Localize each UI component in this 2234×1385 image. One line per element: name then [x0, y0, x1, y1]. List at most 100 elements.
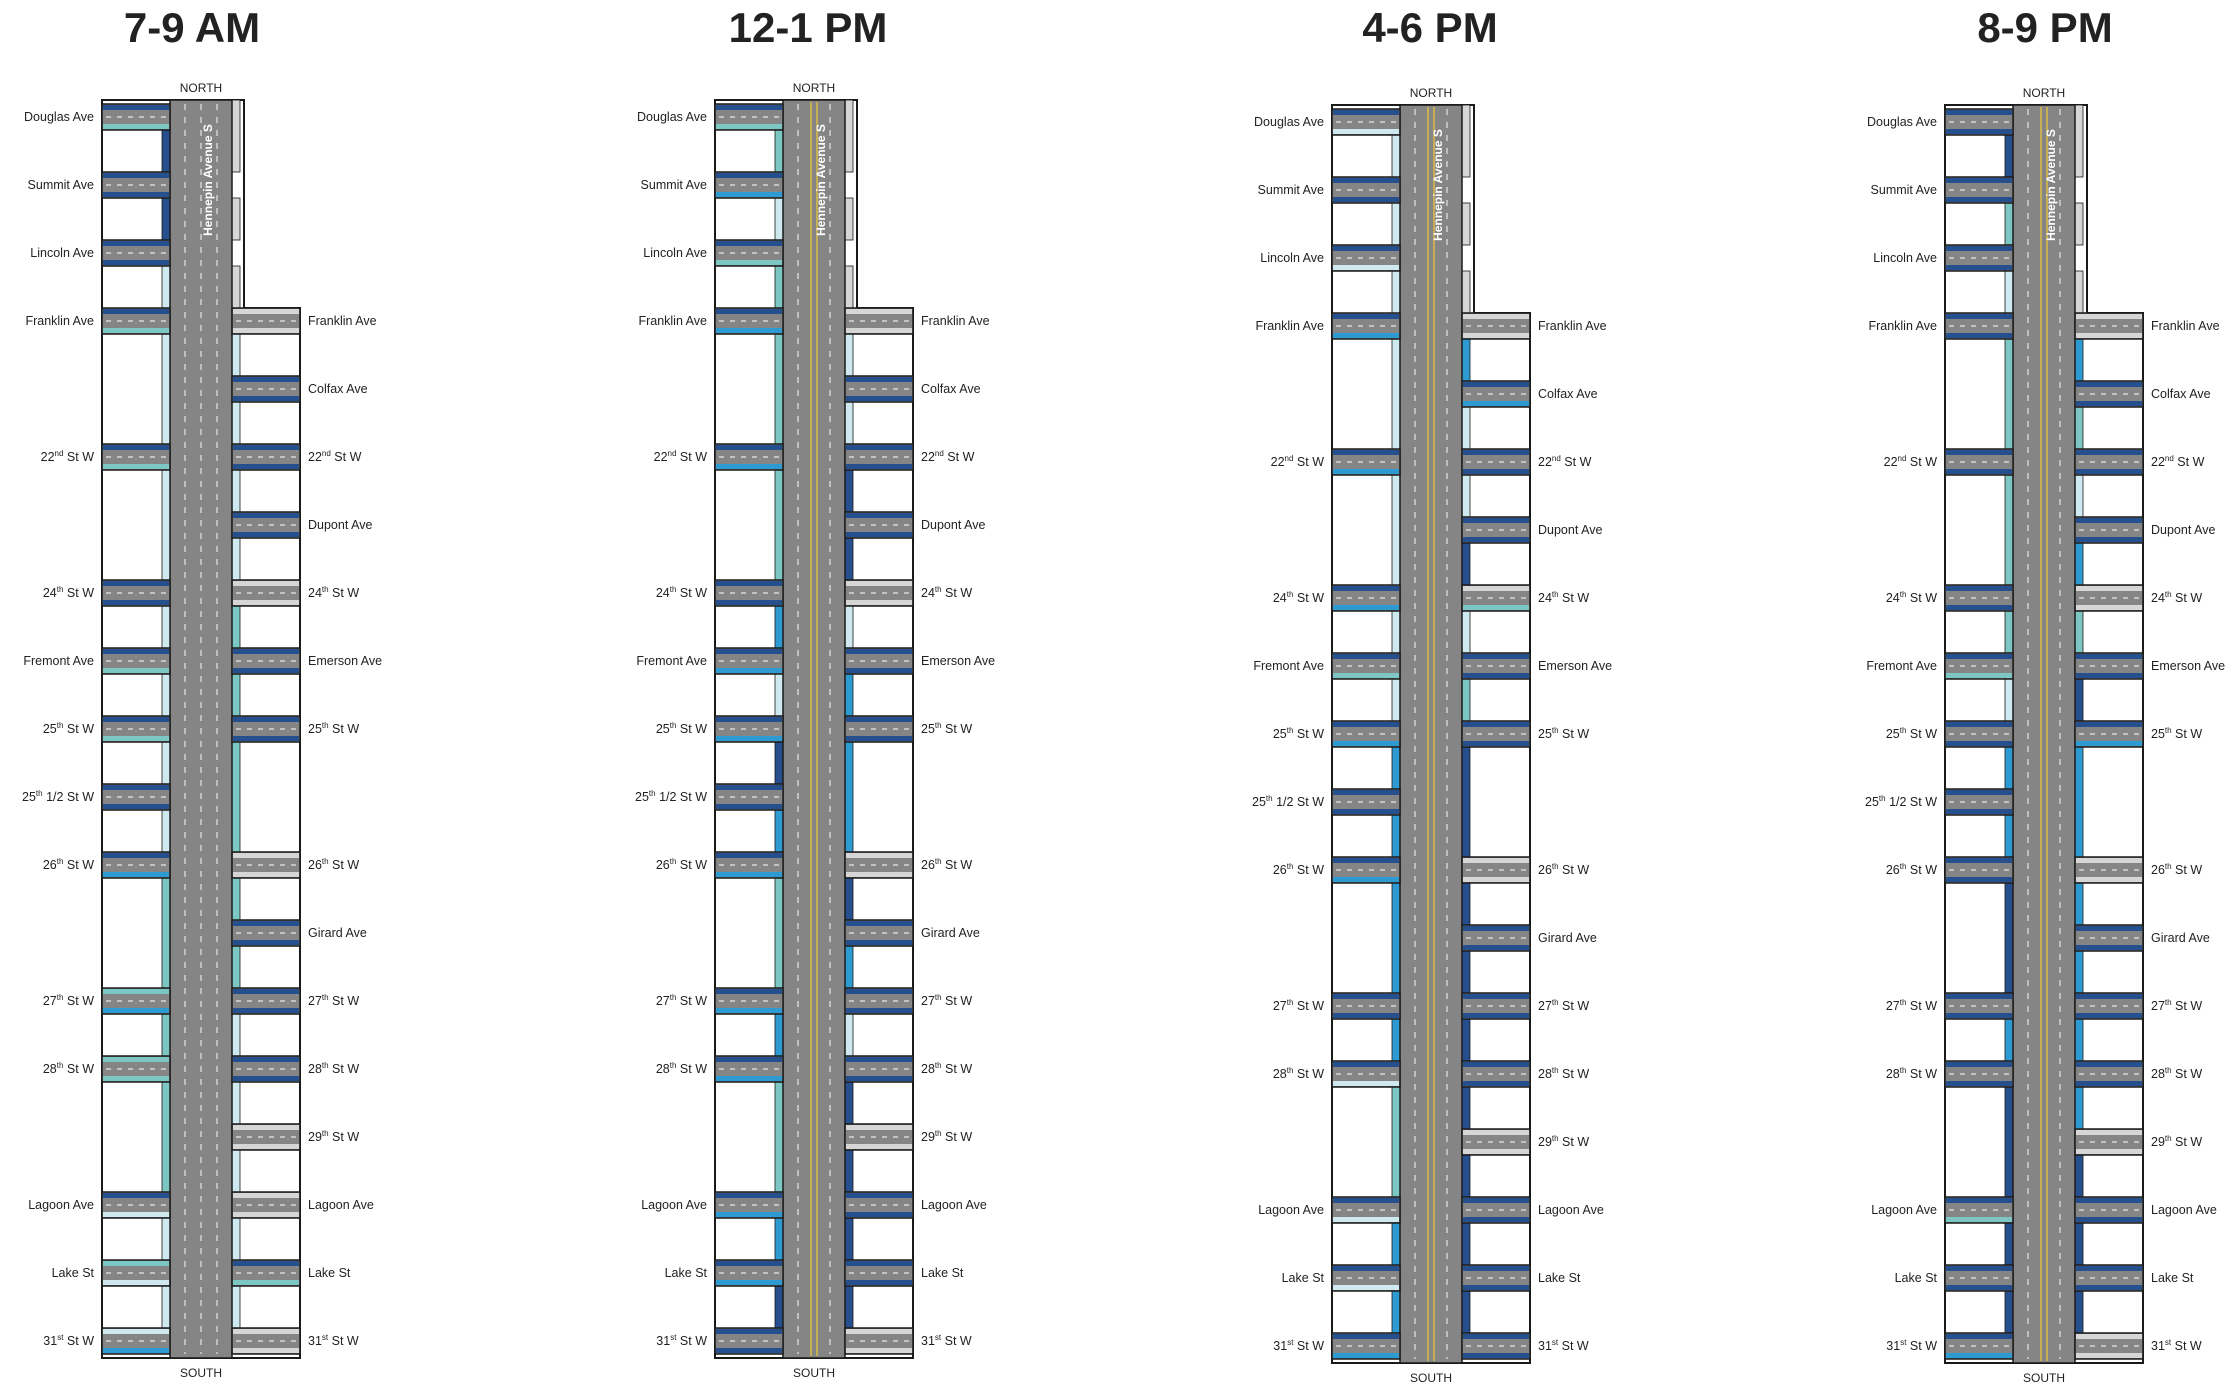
condition-bar-top	[846, 377, 912, 382]
condition-bar-bottom	[233, 1348, 299, 1353]
corridor-east-segment	[844, 741, 854, 853]
condition-bar-bottom	[1333, 1081, 1399, 1086]
east-street-label: 31st St W	[921, 1333, 972, 1348]
corridor-west-segment	[161, 741, 171, 785]
west-street-label: Lagoon Ave	[641, 1198, 707, 1212]
west-cross-street	[1944, 1196, 2014, 1224]
west-cross-street	[101, 443, 171, 471]
west-street-label: 25th St W	[43, 721, 94, 736]
west-cross-street	[1331, 108, 1401, 136]
east-street-label: Girard Ave	[308, 926, 367, 940]
corridor-east-segment	[2074, 882, 2084, 926]
condition-bar-bottom	[103, 872, 169, 877]
east-street-label: 25th St W	[1538, 726, 1589, 741]
panel-title: 7-9 AM	[123, 4, 261, 51]
west-cross-street	[101, 307, 171, 335]
east-street-label: 24th St W	[308, 585, 359, 600]
east-cross-street	[2074, 516, 2144, 544]
condition-bar-bottom	[846, 1348, 912, 1353]
condition-bar-top	[233, 989, 299, 994]
condition-bar-bottom	[716, 804, 782, 809]
condition-bar-bottom	[846, 1144, 912, 1149]
corridor-west-segment	[1391, 338, 1401, 450]
west-street-label: 22nd St W	[41, 449, 95, 464]
condition-bar-bottom	[233, 1008, 299, 1013]
condition-bar-bottom	[233, 396, 299, 401]
corridor-road	[782, 99, 846, 1359]
east-street-label: 28th St W	[308, 1061, 359, 1076]
condition-bar-top	[2076, 382, 2142, 387]
condition-bar-top	[103, 241, 169, 246]
condition-bar-top	[2076, 1266, 2142, 1271]
corridor-east-segment	[1461, 338, 1471, 382]
west-street-label: 26th St W	[43, 857, 94, 872]
east-cross-street	[2074, 1196, 2144, 1224]
east-street-label: 22nd St W	[921, 449, 975, 464]
west-street-label: Lake St	[1282, 1271, 1325, 1285]
east-cross-street	[2074, 652, 2144, 680]
condition-bar-bottom	[103, 1280, 169, 1285]
east-cross-street	[231, 851, 301, 879]
condition-bar-bottom	[1463, 877, 1529, 882]
condition-bar-top	[1946, 246, 2012, 251]
corridor-west-segment	[1391, 882, 1401, 994]
condition-bar-top	[2076, 1334, 2142, 1339]
condition-bar-top	[103, 853, 169, 858]
west-cross-street	[101, 987, 171, 1015]
condition-bar-bottom	[2076, 1081, 2142, 1086]
corridor-name-label: Hennepin Avenue S	[1431, 129, 1445, 241]
condition-bar-bottom	[846, 736, 912, 741]
north-label: NORTH	[1409, 86, 1453, 100]
condition-bar-bottom	[716, 1212, 782, 1217]
corridor-east-segment	[2074, 474, 2084, 518]
east-cross-street	[844, 647, 914, 675]
condition-bar-bottom	[2076, 741, 2142, 746]
condition-bar-top	[716, 309, 782, 314]
condition-bar-bottom	[1333, 673, 1399, 678]
condition-bar-bottom	[1463, 673, 1529, 678]
corridor-west-segment	[774, 1081, 784, 1193]
east-street-label: Lake St	[921, 1266, 964, 1280]
condition-bar-top	[1946, 994, 2012, 999]
west-street-label: 27th St W	[43, 993, 94, 1008]
condition-bar-top	[103, 1329, 169, 1334]
condition-bar-bottom	[1333, 469, 1399, 474]
east-cross-street	[844, 715, 914, 743]
condition-bar-bottom	[1333, 809, 1399, 814]
condition-bar-top	[233, 921, 299, 926]
west-street-label: 22nd St W	[1271, 454, 1325, 469]
east-street-label: Dupont Ave	[1538, 523, 1602, 537]
corridor-west-segment	[2004, 474, 2014, 586]
condition-bar-top	[846, 921, 912, 926]
corridor-east-segment	[844, 1013, 854, 1057]
condition-bar-top	[846, 309, 912, 314]
corridor-west-segment	[2004, 270, 2014, 314]
east-cross-street	[844, 1327, 914, 1355]
condition-bar-bottom	[1946, 1285, 2012, 1290]
condition-bar-bottom	[233, 1076, 299, 1081]
condition-bar-bottom	[103, 124, 169, 129]
east-street-label: Colfax Ave	[1538, 387, 1598, 401]
panel-title: 8-9 PM	[1977, 4, 2113, 51]
west-cross-street	[1944, 584, 2014, 612]
condition-bar-top	[103, 717, 169, 722]
condition-bar-bottom	[1946, 197, 2012, 202]
condition-bar-top	[1946, 1198, 2012, 1203]
west-street-label: 27th St W	[656, 993, 707, 1008]
corridor-west-segment	[1391, 134, 1401, 178]
condition-bar-top	[233, 513, 299, 518]
east-street-label: Lake St	[2151, 1271, 2194, 1285]
east-street-label: Girard Ave	[2151, 931, 2210, 945]
east-street-label: Emerson Ave	[1538, 659, 1612, 673]
condition-bar-top	[1333, 654, 1399, 659]
west-cross-street	[101, 1191, 171, 1219]
east-street-label: 28th St W	[2151, 1066, 2202, 1081]
corridor-east-segment	[1461, 1018, 1471, 1062]
south-label: SOUTH	[2023, 1371, 2065, 1385]
corridor-east-segment	[231, 333, 241, 377]
condition-bar-top	[233, 853, 299, 858]
corridor-east-segment	[2074, 950, 2084, 994]
east-cross-street	[1461, 1264, 1531, 1292]
corridor-name-label: Hennepin Avenue S	[2044, 129, 2058, 241]
